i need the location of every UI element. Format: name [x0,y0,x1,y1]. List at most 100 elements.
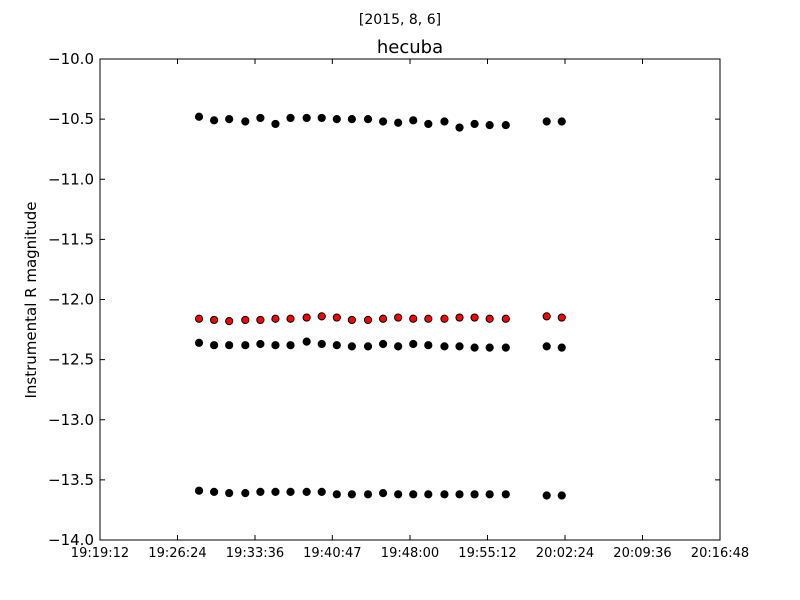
data-point [542,117,551,126]
data-point [286,113,295,123]
data-point [424,341,433,350]
data-point [424,314,433,323]
series-4 [194,486,566,500]
data-point [210,315,219,325]
axes: 19:19:12 19:26:24 19:33:36 19:40:47 19:48:00… [48,50,749,561]
data-point [470,490,479,499]
x-tick-label: 19:55:12 [458,546,516,561]
data-point [256,339,265,349]
data-point [557,117,566,126]
data-point [378,117,388,126]
data-point [241,315,250,325]
data-point [485,490,494,499]
data-point [557,313,566,322]
data-point [256,487,265,496]
data-point [225,489,234,498]
data-point [440,342,449,351]
data-point [210,341,219,350]
data-point [286,487,295,496]
data-point [332,115,341,124]
data-point [455,123,464,132]
data-point [440,490,449,499]
data-point [347,315,356,325]
data-points [194,112,566,500]
data-point [302,113,311,123]
chart-title: hecuba [377,37,443,58]
data-point [394,342,403,351]
data-point [271,487,280,496]
data-point [194,486,204,495]
data-point [347,490,356,499]
data-point [501,314,510,323]
data-point [470,119,479,129]
data-point [409,490,418,499]
data-point [210,487,219,496]
data-point [485,121,494,130]
series-2 [194,312,566,326]
data-point [485,343,494,352]
data-point [394,118,403,127]
data-point [225,317,234,326]
data-point [485,314,494,323]
data-point [317,487,326,496]
data-point [470,313,479,322]
data-point [557,491,566,500]
series-3 [194,337,566,352]
plot-background [100,59,720,540]
data-point [542,312,551,321]
data-point [241,117,250,126]
data-point [363,342,373,351]
x-tick-label: 20:16:48 [691,546,749,561]
data-point [317,312,326,321]
x-tick-label: 19:40:47 [303,546,361,561]
data-point [455,313,464,322]
y-tick-label: −10.0 [48,50,94,68]
data-point [440,117,449,126]
data-point [378,314,388,323]
x-tick-label: 19:33:36 [226,546,284,561]
data-point [501,490,510,499]
data-point [317,113,326,123]
data-point [409,339,418,349]
data-point [302,313,311,322]
chart-suptitle: [2015, 8, 6] [359,12,441,28]
data-point [363,490,373,499]
data-point [542,342,551,351]
data-point [225,341,234,350]
data-point [271,314,280,323]
data-point [302,487,311,496]
data-point [455,490,464,499]
data-point [424,490,433,499]
data-point [286,314,295,323]
data-point [394,313,403,322]
data-point [501,121,510,130]
data-point [332,341,341,350]
series-1 [194,112,566,132]
data-point [409,314,418,323]
data-point [409,116,418,125]
data-point [241,341,250,350]
data-point [194,338,204,347]
plot-area [100,59,720,540]
data-point [557,343,566,352]
data-point [194,314,204,323]
data-point [378,339,388,349]
data-point [347,115,356,124]
data-point [501,343,510,352]
x-tick-label: 19:48:00 [381,546,439,561]
y-axis-label: Instrumental R magnitude [22,202,40,399]
data-point [394,490,403,499]
data-point [332,490,341,499]
data-point [542,491,551,500]
data-point [317,339,326,349]
y-tick-label: −10.5 [48,110,94,128]
data-point [424,119,433,129]
data-point [241,489,250,498]
data-point [225,115,234,124]
data-point [363,115,373,124]
data-point [440,314,449,323]
data-point [470,343,479,352]
x-tick-label: 20:09:36 [613,546,671,561]
y-tick-label: −11.0 [48,170,94,188]
